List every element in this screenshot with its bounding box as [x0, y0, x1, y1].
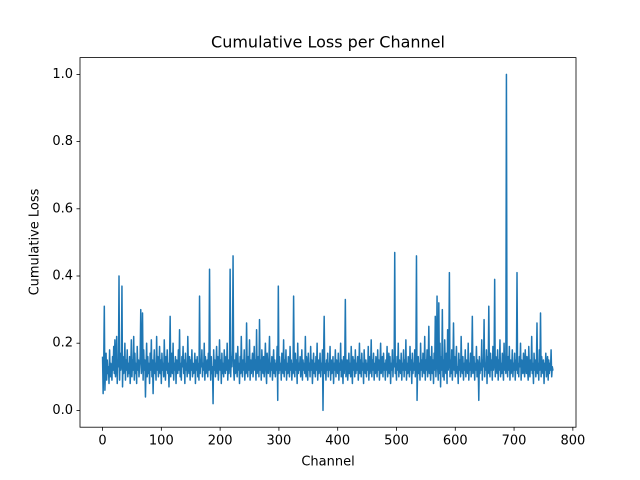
x-tick-label: 400 — [325, 434, 350, 449]
x-tick-label: 700 — [502, 434, 527, 449]
x-tick-label: 0 — [98, 434, 106, 449]
y-tick-label: 0.2 — [52, 336, 73, 351]
y-tick-label: 0.8 — [52, 134, 73, 149]
x-tick-label: 500 — [384, 434, 409, 449]
y-tick-label: 0.6 — [52, 201, 73, 216]
chart-title: Cumulative Loss per Channel — [211, 33, 445, 52]
plot-frame — [79, 57, 577, 428]
x-axis-label: Channel — [301, 455, 354, 470]
x-tick-label: 300 — [266, 434, 291, 449]
y-axis-label: Cumulative Loss — [28, 188, 43, 295]
x-tick-label: 600 — [443, 434, 468, 449]
x-tick-label: 100 — [149, 434, 174, 449]
x-tick-label: 800 — [560, 434, 585, 449]
x-tick-label: 200 — [208, 434, 233, 449]
y-tick-label: 1.0 — [52, 67, 73, 82]
data-line — [101, 73, 554, 412]
y-tick-label: 0.4 — [52, 269, 73, 284]
y-tick-label: 0.0 — [52, 403, 73, 418]
